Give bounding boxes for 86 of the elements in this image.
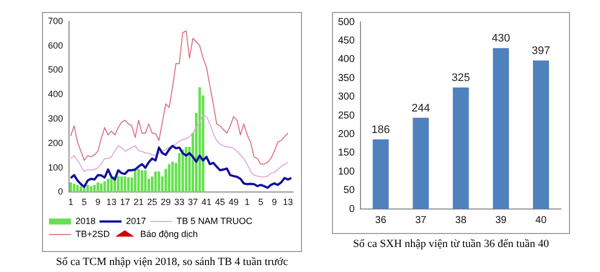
- bar: [106, 178, 110, 192]
- bar: [134, 170, 136, 192]
- data-label: 397: [532, 45, 550, 58]
- x-tick-label: 21: [134, 197, 144, 208]
- bar: [137, 169, 140, 192]
- data-label: 325: [452, 72, 470, 84]
- x-tick-label: 38: [455, 214, 467, 226]
- legend-label: 2017: [126, 216, 146, 226]
- x-tick-label: 5: [258, 197, 264, 208]
- bar: [116, 176, 120, 192]
- x-tick-label: 49: [228, 197, 239, 208]
- bar: [69, 182, 72, 192]
- bar: [154, 171, 157, 192]
- bar: [120, 176, 123, 192]
- y-tick-label: 400: [338, 54, 356, 66]
- x-tick-label: 41: [201, 197, 212, 208]
- legend-label: 2018: [76, 216, 96, 226]
- data-label: 244: [412, 102, 430, 114]
- text: Số ca SXH nhập viện từ tuần 36 đến tuần 40: [352, 238, 550, 250]
- y-tick-label: 600: [48, 40, 64, 50]
- y-tick-label: 100: [48, 162, 64, 172]
- bar: [372, 139, 389, 209]
- bar: [412, 118, 429, 209]
- x-tick-label: 1: [244, 197, 250, 208]
- y-tick-label: 250: [338, 110, 356, 122]
- x-tick-label: 5: [82, 197, 87, 208]
- y-tick-label: 500: [48, 64, 64, 75]
- x-tick-label: 13: [282, 197, 293, 208]
- bar: [90, 186, 92, 192]
- y-tick-label: 450: [338, 35, 356, 46]
- bar: [96, 182, 100, 192]
- y-tick-label: 200: [48, 138, 64, 148]
- x-tick-label: 45: [215, 197, 226, 208]
- legend-label: TB+2SD: [76, 228, 110, 239]
- data-label: 430: [492, 32, 510, 45]
- x-tick-label: 9: [95, 197, 100, 208]
- bar: [184, 147, 188, 192]
- y-tick-label: 100: [338, 166, 356, 178]
- bar: [181, 150, 184, 192]
- x-tick-label: 13: [106, 197, 116, 208]
- bar: [110, 178, 113, 192]
- x-tick-label: 39: [495, 214, 507, 226]
- bar: [93, 184, 96, 192]
- y-tick-label: 0: [58, 186, 64, 197]
- y-tick-label: 350: [338, 72, 356, 84]
- x-tick-label: 37: [188, 197, 198, 208]
- x-tick-label: 9: [272, 197, 277, 208]
- bar: [144, 170, 147, 192]
- y-tick-label: 300: [338, 92, 356, 103]
- bar: [76, 184, 79, 192]
- bar: [452, 87, 469, 209]
- y-tick-label: 50: [344, 185, 356, 196]
- x-tick-label: 17: [120, 197, 130, 208]
- bar: [492, 48, 509, 209]
- text: Số ca TCM nhập viện 2018, so sánh TB 4 tuần trước: [55, 256, 289, 268]
- y-tick-label: 700: [48, 16, 64, 26]
- bar: [127, 177, 130, 192]
- legend-label: Báo động dịch: [140, 228, 198, 239]
- bar: [158, 171, 160, 192]
- bar: [140, 170, 144, 192]
- x-tick-label: 37: [415, 214, 427, 226]
- bar: [86, 184, 89, 192]
- y-tick-label: 150: [338, 148, 356, 159]
- legend-label: TB 5 NAM TRUOC: [176, 216, 253, 226]
- x-tick-label: 40: [535, 214, 547, 226]
- y-tick-label: 200: [338, 128, 356, 140]
- bar: [171, 162, 174, 192]
- y-tick-label: 500: [338, 16, 356, 28]
- bar: [100, 184, 103, 192]
- bar: [103, 181, 106, 192]
- y-tick-label: 300: [48, 113, 64, 124]
- bar: [168, 164, 170, 192]
- bar: [72, 184, 76, 192]
- y-tick-label: 400: [48, 89, 64, 100]
- x-tick-label: 33: [174, 197, 184, 208]
- x-tick-label: 29: [160, 197, 171, 208]
- bar: [532, 60, 549, 209]
- x-tick-label: 25: [147, 197, 158, 208]
- y-tick-label: 0: [349, 204, 356, 215]
- bar: [124, 176, 126, 192]
- bar: [198, 87, 201, 192]
- data-label: 186: [372, 124, 390, 136]
- x-tick-label: 36: [375, 214, 387, 226]
- bar: [178, 153, 181, 192]
- x-tick-label: 1: [68, 197, 74, 208]
- bar: [80, 186, 82, 192]
